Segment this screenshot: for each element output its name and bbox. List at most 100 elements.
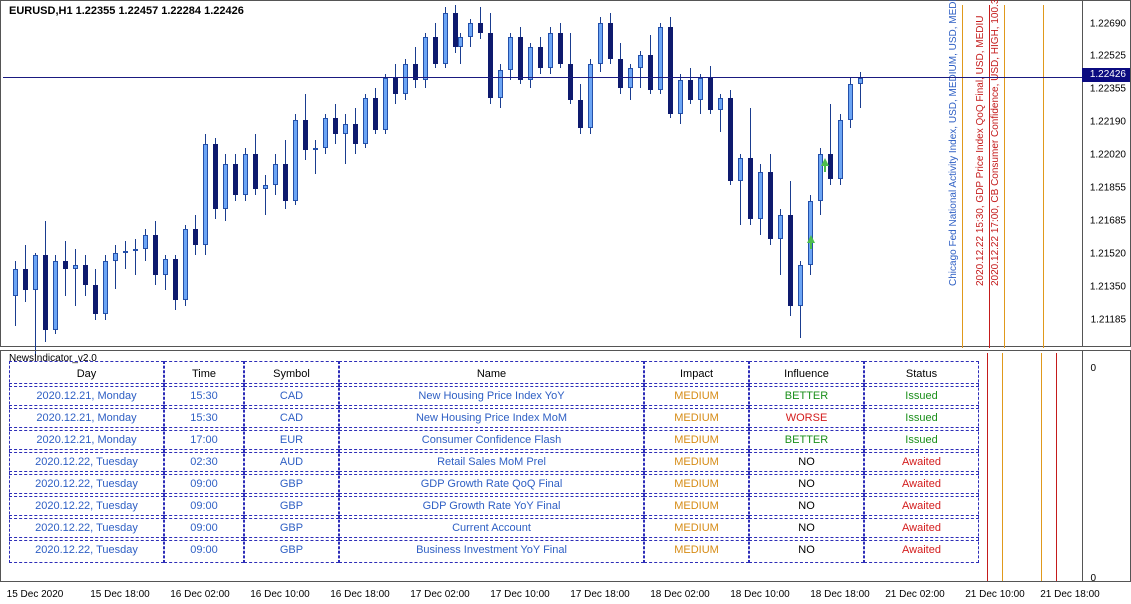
candle-body[interactable] [13,269,18,295]
candle-body[interactable] [353,124,358,144]
candle-body[interactable] [113,253,118,261]
candle-body[interactable] [183,229,188,300]
candle-body[interactable] [788,215,793,306]
candle-body[interactable] [808,201,813,266]
candle-body[interactable] [313,148,318,150]
candle-body[interactable] [363,98,368,144]
chart-panel[interactable]: 2020.12.22 15:30, GDP Price Index QoQ Fi… [0,0,1131,347]
chart-title: EURUSD,H1 1.22355 1.22457 1.22284 1.2242… [9,5,244,17]
candle-body[interactable] [508,37,513,69]
candle-body[interactable] [73,265,78,269]
candle-body[interactable] [373,98,378,130]
news-row[interactable]: 2020.12.21, Monday15:30CADNew Housing Pr… [9,407,1047,429]
x-tick: 18 Dec 02:00 [650,589,710,600]
candle-body[interactable] [383,78,388,130]
candle-body[interactable] [323,118,328,148]
candle-body[interactable] [133,249,138,251]
candle-body[interactable] [688,80,693,100]
candle-body[interactable] [143,235,148,249]
candle-body[interactable] [728,98,733,181]
candle-body[interactable] [223,164,228,208]
news-row[interactable]: 2020.12.21, Monday15:30CADNew Housing Pr… [9,385,1047,407]
candle-body[interactable] [488,33,493,98]
candle-body[interactable] [598,23,603,63]
candle-body[interactable] [528,47,533,79]
candle-body[interactable] [708,78,713,110]
news-row[interactable]: 2020.12.22, Tuesday09:00GBPCurrent Accou… [9,517,1047,539]
candle-body[interactable] [203,144,208,245]
candle-body[interactable] [608,23,613,59]
candle-body[interactable] [538,47,543,67]
candle-body[interactable] [393,78,398,94]
candle-body[interactable] [233,164,238,194]
candle-body[interactable] [293,120,298,201]
candle-body[interactable] [718,98,723,110]
news-row[interactable]: 2020.12.22, Tuesday09:00GBPGDP Growth Ra… [9,495,1047,517]
candle-body[interactable] [193,229,198,245]
event-line [962,5,963,348]
candle-body[interactable] [658,27,663,90]
candle-body[interactable] [53,261,58,330]
candle-body[interactable] [668,27,673,114]
candle-body[interactable] [93,285,98,313]
candle-body[interactable] [548,33,553,67]
candle-body[interactable] [568,64,573,100]
news-indicator-panel[interactable]: NewsIndicator_v2.0 DayTimeSymbolNameImpa… [0,350,1131,582]
candle-wick [345,114,346,164]
candle-wick [135,239,136,275]
candle-body[interactable] [83,265,88,285]
candle-body[interactable] [443,13,448,63]
candle-body[interactable] [458,37,463,47]
event-label: 2020.12.22 17:00, CB Consumer Confidence… [990,0,1001,286]
candle-body[interactable] [738,158,743,180]
candle-body[interactable] [498,70,503,98]
candle-body[interactable] [43,255,48,330]
candle-body[interactable] [163,259,168,275]
candle-body[interactable] [23,269,28,289]
candle-body[interactable] [748,158,753,219]
candle-body[interactable] [333,118,338,134]
candle-body[interactable] [343,124,348,134]
candle-body[interactable] [838,120,843,179]
candle-body[interactable] [253,154,258,188]
candle-body[interactable] [103,261,108,313]
candle-body[interactable] [558,33,563,63]
chart-plot-area[interactable]: 2020.12.22 15:30, GDP Price Index QoQ Fi… [3,3,1082,346]
candle-body[interactable] [403,64,408,94]
candle-body[interactable] [648,55,653,89]
candle-body[interactable] [768,172,773,239]
candle-body[interactable] [283,164,288,200]
candle-body[interactable] [63,261,68,269]
candle-body[interactable] [173,259,178,299]
mt-window: 2020.12.22 15:30, GDP Price Index QoQ Fi… [0,0,1131,602]
candle-body[interactable] [303,120,308,150]
candle-body[interactable] [423,37,428,79]
candle-body[interactable] [213,144,218,209]
candle-body[interactable] [798,265,803,305]
candle-body[interactable] [478,23,483,33]
candle-body[interactable] [273,164,278,184]
y-tick: 1.22525 [1090,51,1126,62]
news-row[interactable]: 2020.12.22, Tuesday09:00GBPGDP Growth Ra… [9,473,1047,495]
news-row[interactable]: 2020.12.22, Tuesday09:00GBPBusiness Inve… [9,539,1047,561]
news-row[interactable]: 2020.12.21, Monday17:00EURConsumer Confi… [9,429,1047,451]
candle-body[interactable] [778,215,783,239]
candle-body[interactable] [848,84,853,120]
candle-body[interactable] [33,255,38,289]
candle-body[interactable] [578,100,583,128]
candle-body[interactable] [638,55,643,67]
candle-body[interactable] [678,80,683,114]
candle-body[interactable] [588,64,593,129]
candle-body[interactable] [243,154,248,194]
candle-body[interactable] [468,23,473,37]
candle-body[interactable] [433,37,438,63]
candle-body[interactable] [263,185,268,189]
candle-body[interactable] [123,251,128,253]
candle-body[interactable] [758,172,763,218]
news-row[interactable]: 2020.12.22, Tuesday02:30AUDRetail Sales … [9,451,1047,473]
candle-body[interactable] [858,78,863,84]
candle-body[interactable] [518,37,523,79]
candle-body[interactable] [698,78,703,100]
candle-body[interactable] [153,235,158,275]
candle-body[interactable] [618,59,623,87]
